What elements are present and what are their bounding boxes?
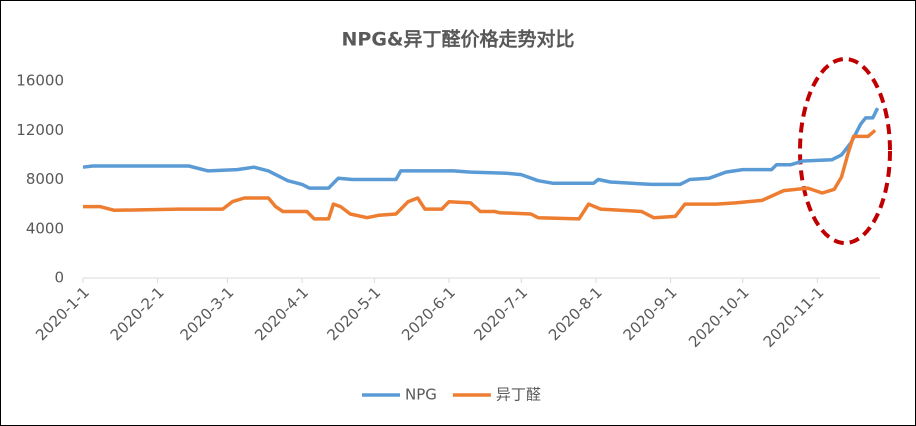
- y-tick-label: 16000: [16, 72, 64, 90]
- legend-label: NPG: [405, 386, 437, 404]
- y-tick-label: 12000: [16, 121, 64, 139]
- legend-label: 异丁醛: [496, 386, 541, 404]
- series-line: [83, 128, 877, 221]
- y-tick-label: 0: [54, 269, 64, 287]
- highlight-ellipse: [798, 57, 892, 245]
- chart-title: NPG&异丁醛价格走势对比: [342, 28, 575, 51]
- y-tick-label: 8000: [26, 170, 64, 188]
- series-line: [82, 107, 880, 190]
- y-tick-label: 4000: [26, 219, 64, 237]
